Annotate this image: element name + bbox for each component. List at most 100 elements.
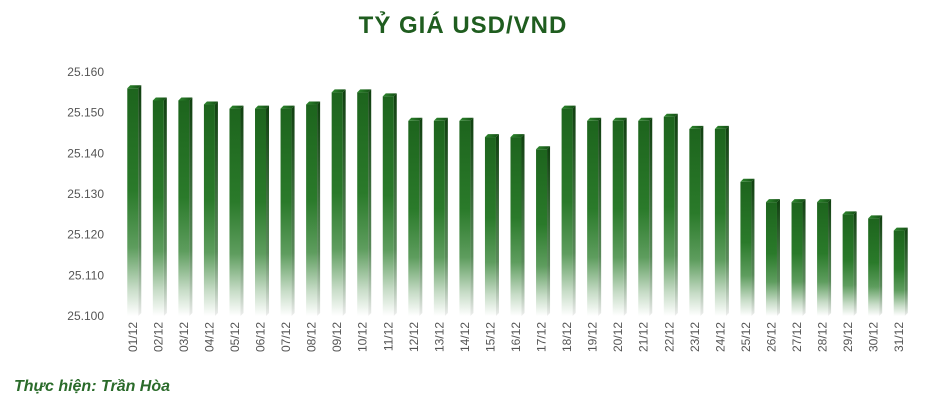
- bar-top: [255, 105, 270, 109]
- x-tick-label: 31/12: [892, 322, 906, 352]
- bar: [484, 134, 499, 316]
- bar-side: [495, 134, 499, 316]
- bar: [178, 97, 193, 316]
- bar-front: [127, 88, 139, 317]
- bar: [255, 105, 270, 316]
- bar-front: [612, 120, 624, 316]
- x-tick-label: 07/12: [279, 322, 293, 352]
- bar-top: [740, 178, 755, 182]
- y-tick-label: 25.120: [67, 228, 104, 242]
- bar-top: [663, 113, 678, 117]
- bar-top: [229, 105, 244, 109]
- bar-side: [266, 105, 270, 316]
- x-tick-label: 23/12: [688, 322, 702, 352]
- bar-top: [638, 117, 653, 121]
- bar: [152, 97, 167, 316]
- y-tick-label: 25.130: [67, 187, 104, 201]
- bar-side: [879, 215, 883, 316]
- bar-front: [791, 202, 803, 316]
- x-tick-label: 24/12: [713, 322, 727, 352]
- bar-top: [484, 134, 499, 138]
- x-tick-label: 10/12: [356, 322, 370, 352]
- bar: [280, 105, 295, 316]
- bar-side: [623, 117, 627, 316]
- x-tick-label: 25/12: [739, 322, 753, 352]
- bar-front: [689, 128, 701, 316]
- credit-text: Thực hiện: Trần Hòa: [14, 378, 171, 395]
- bar-side: [470, 117, 474, 316]
- y-tick-label: 25.140: [67, 146, 104, 160]
- bar-front: [459, 120, 471, 316]
- x-axis: 01/12 02/12 03/12 04/12 05/12 06/12 07/12 08/12…: [126, 322, 906, 352]
- bar-top: [331, 89, 346, 93]
- bar-top: [842, 211, 857, 215]
- bar-front: [408, 120, 420, 316]
- bar: [612, 117, 627, 316]
- bar-top: [203, 101, 218, 105]
- bar-side: [904, 227, 908, 316]
- bar-front: [561, 108, 573, 316]
- bar-side: [751, 178, 755, 316]
- bar-front: [229, 108, 241, 316]
- x-tick-label: 08/12: [305, 322, 319, 352]
- bar-side: [214, 101, 218, 317]
- bar-front: [714, 128, 726, 316]
- bar: [357, 89, 372, 316]
- bar: [868, 215, 883, 316]
- bar-top: [459, 117, 474, 121]
- bar: [689, 125, 704, 316]
- bar-side: [802, 199, 806, 316]
- bar-front: [203, 104, 215, 317]
- bar-front: [255, 108, 267, 316]
- bar-front: [306, 104, 318, 317]
- bar-top: [178, 97, 193, 101]
- x-tick-label: 17/12: [535, 322, 549, 352]
- bar: [638, 117, 653, 316]
- bar-side: [189, 97, 193, 316]
- x-tick-label: 27/12: [790, 322, 804, 352]
- bar: [536, 146, 551, 316]
- bar-top: [306, 101, 321, 105]
- bar: [740, 178, 755, 316]
- bar-side: [163, 97, 167, 316]
- y-tick-label: 25.110: [68, 268, 104, 282]
- bar-top: [714, 125, 729, 129]
- bar: [306, 101, 321, 317]
- bar-side: [138, 85, 142, 317]
- bar-side: [291, 105, 295, 316]
- bar: [842, 211, 857, 316]
- bar-top: [408, 117, 423, 121]
- bar-front: [765, 202, 777, 316]
- bar-front: [280, 108, 292, 316]
- x-tick-label: 03/12: [177, 322, 191, 352]
- bar-top: [587, 117, 602, 121]
- bar: [459, 117, 474, 316]
- bar-top: [127, 85, 142, 89]
- bar-side: [444, 117, 448, 316]
- bar-front: [587, 120, 599, 316]
- x-tick-label: 16/12: [509, 322, 523, 352]
- bar-front: [868, 218, 880, 316]
- bar: [587, 117, 602, 316]
- bar: [382, 93, 397, 317]
- y-tick-label: 25.160: [67, 65, 104, 79]
- bar-side: [776, 199, 780, 316]
- x-tick-label: 18/12: [560, 322, 574, 352]
- bar-side: [725, 125, 729, 316]
- bar-front: [817, 202, 829, 316]
- bar-front: [663, 116, 675, 316]
- bar-front: [331, 92, 343, 316]
- bar-side: [828, 199, 832, 316]
- bar-side: [598, 117, 602, 316]
- bar: [127, 85, 142, 317]
- x-tick-label: 09/12: [330, 322, 344, 352]
- bar: [714, 125, 729, 316]
- x-tick-label: 01/12: [126, 322, 140, 352]
- bar-side: [317, 101, 321, 317]
- bar-top: [357, 89, 372, 93]
- x-tick-label: 15/12: [483, 322, 497, 352]
- bar-side: [521, 134, 525, 316]
- y-axis: 25.160 25.150 25.140 25.130 25.120 25.110 25.1…: [67, 65, 104, 323]
- x-tick-label: 14/12: [458, 322, 472, 352]
- bar-front: [510, 137, 522, 316]
